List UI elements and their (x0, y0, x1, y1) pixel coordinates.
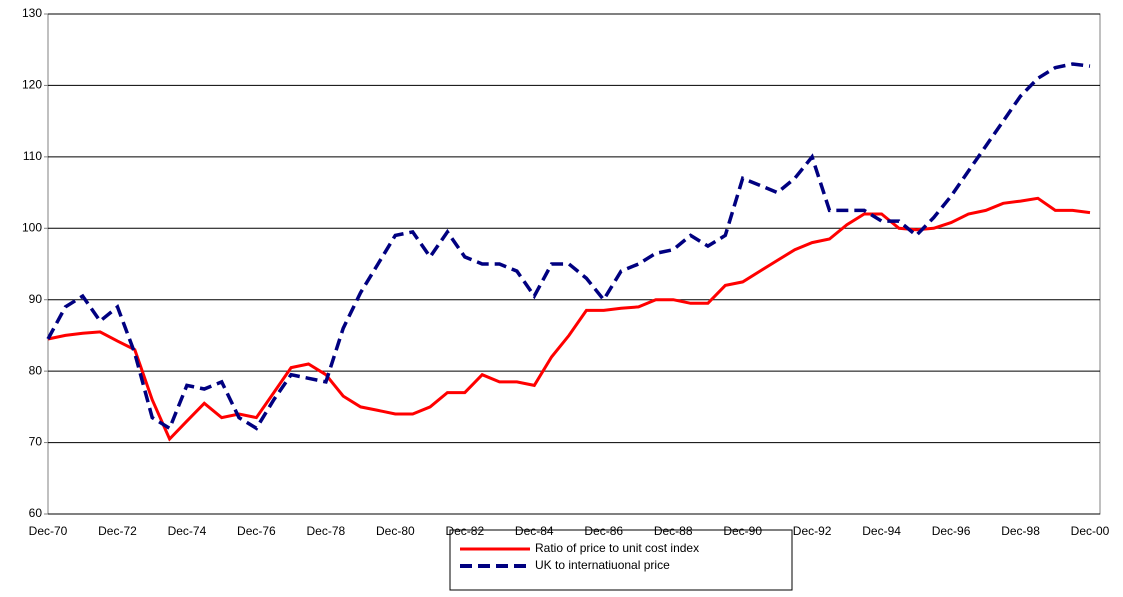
x-tick-label: Dec-88 (654, 524, 693, 538)
x-tick-label: Dec-90 (723, 524, 762, 538)
x-tick-label: Dec-78 (307, 524, 346, 538)
legend-label: Ratio of price to unit cost index (535, 541, 699, 555)
x-tick-label: Dec-00 (1071, 524, 1110, 538)
x-tick-label: Dec-86 (584, 524, 623, 538)
x-tick-label: Dec-94 (862, 524, 901, 538)
x-tick-label: Dec-70 (29, 524, 68, 538)
x-tick-label: Dec-82 (445, 524, 484, 538)
x-tick-label: Dec-96 (932, 524, 971, 538)
y-tick-label: 90 (29, 292, 43, 306)
y-tick-label: 70 (29, 435, 43, 449)
x-tick-label: Dec-76 (237, 524, 276, 538)
y-tick-label: 60 (29, 506, 43, 520)
y-tick-label: 100 (22, 220, 42, 234)
x-tick-label: Dec-74 (168, 524, 207, 538)
x-tick-label: Dec-92 (793, 524, 832, 538)
y-tick-label: 130 (22, 6, 42, 20)
y-tick-label: 80 (29, 363, 43, 377)
x-tick-label: Dec-98 (1001, 524, 1040, 538)
x-tick-label: Dec-72 (98, 524, 137, 538)
legend-box (449, 529, 793, 591)
series-line (47, 196, 1091, 442)
y-tick-label: 110 (23, 149, 42, 163)
legend-label: UK to internatiuonal price (535, 558, 670, 572)
y-tick-label: 120 (22, 78, 42, 92)
x-tick-label: Dec-84 (515, 524, 554, 538)
plot-area (47, 13, 1101, 515)
x-tick-label: Dec-80 (376, 524, 415, 538)
series-line (46, 62, 1091, 431)
